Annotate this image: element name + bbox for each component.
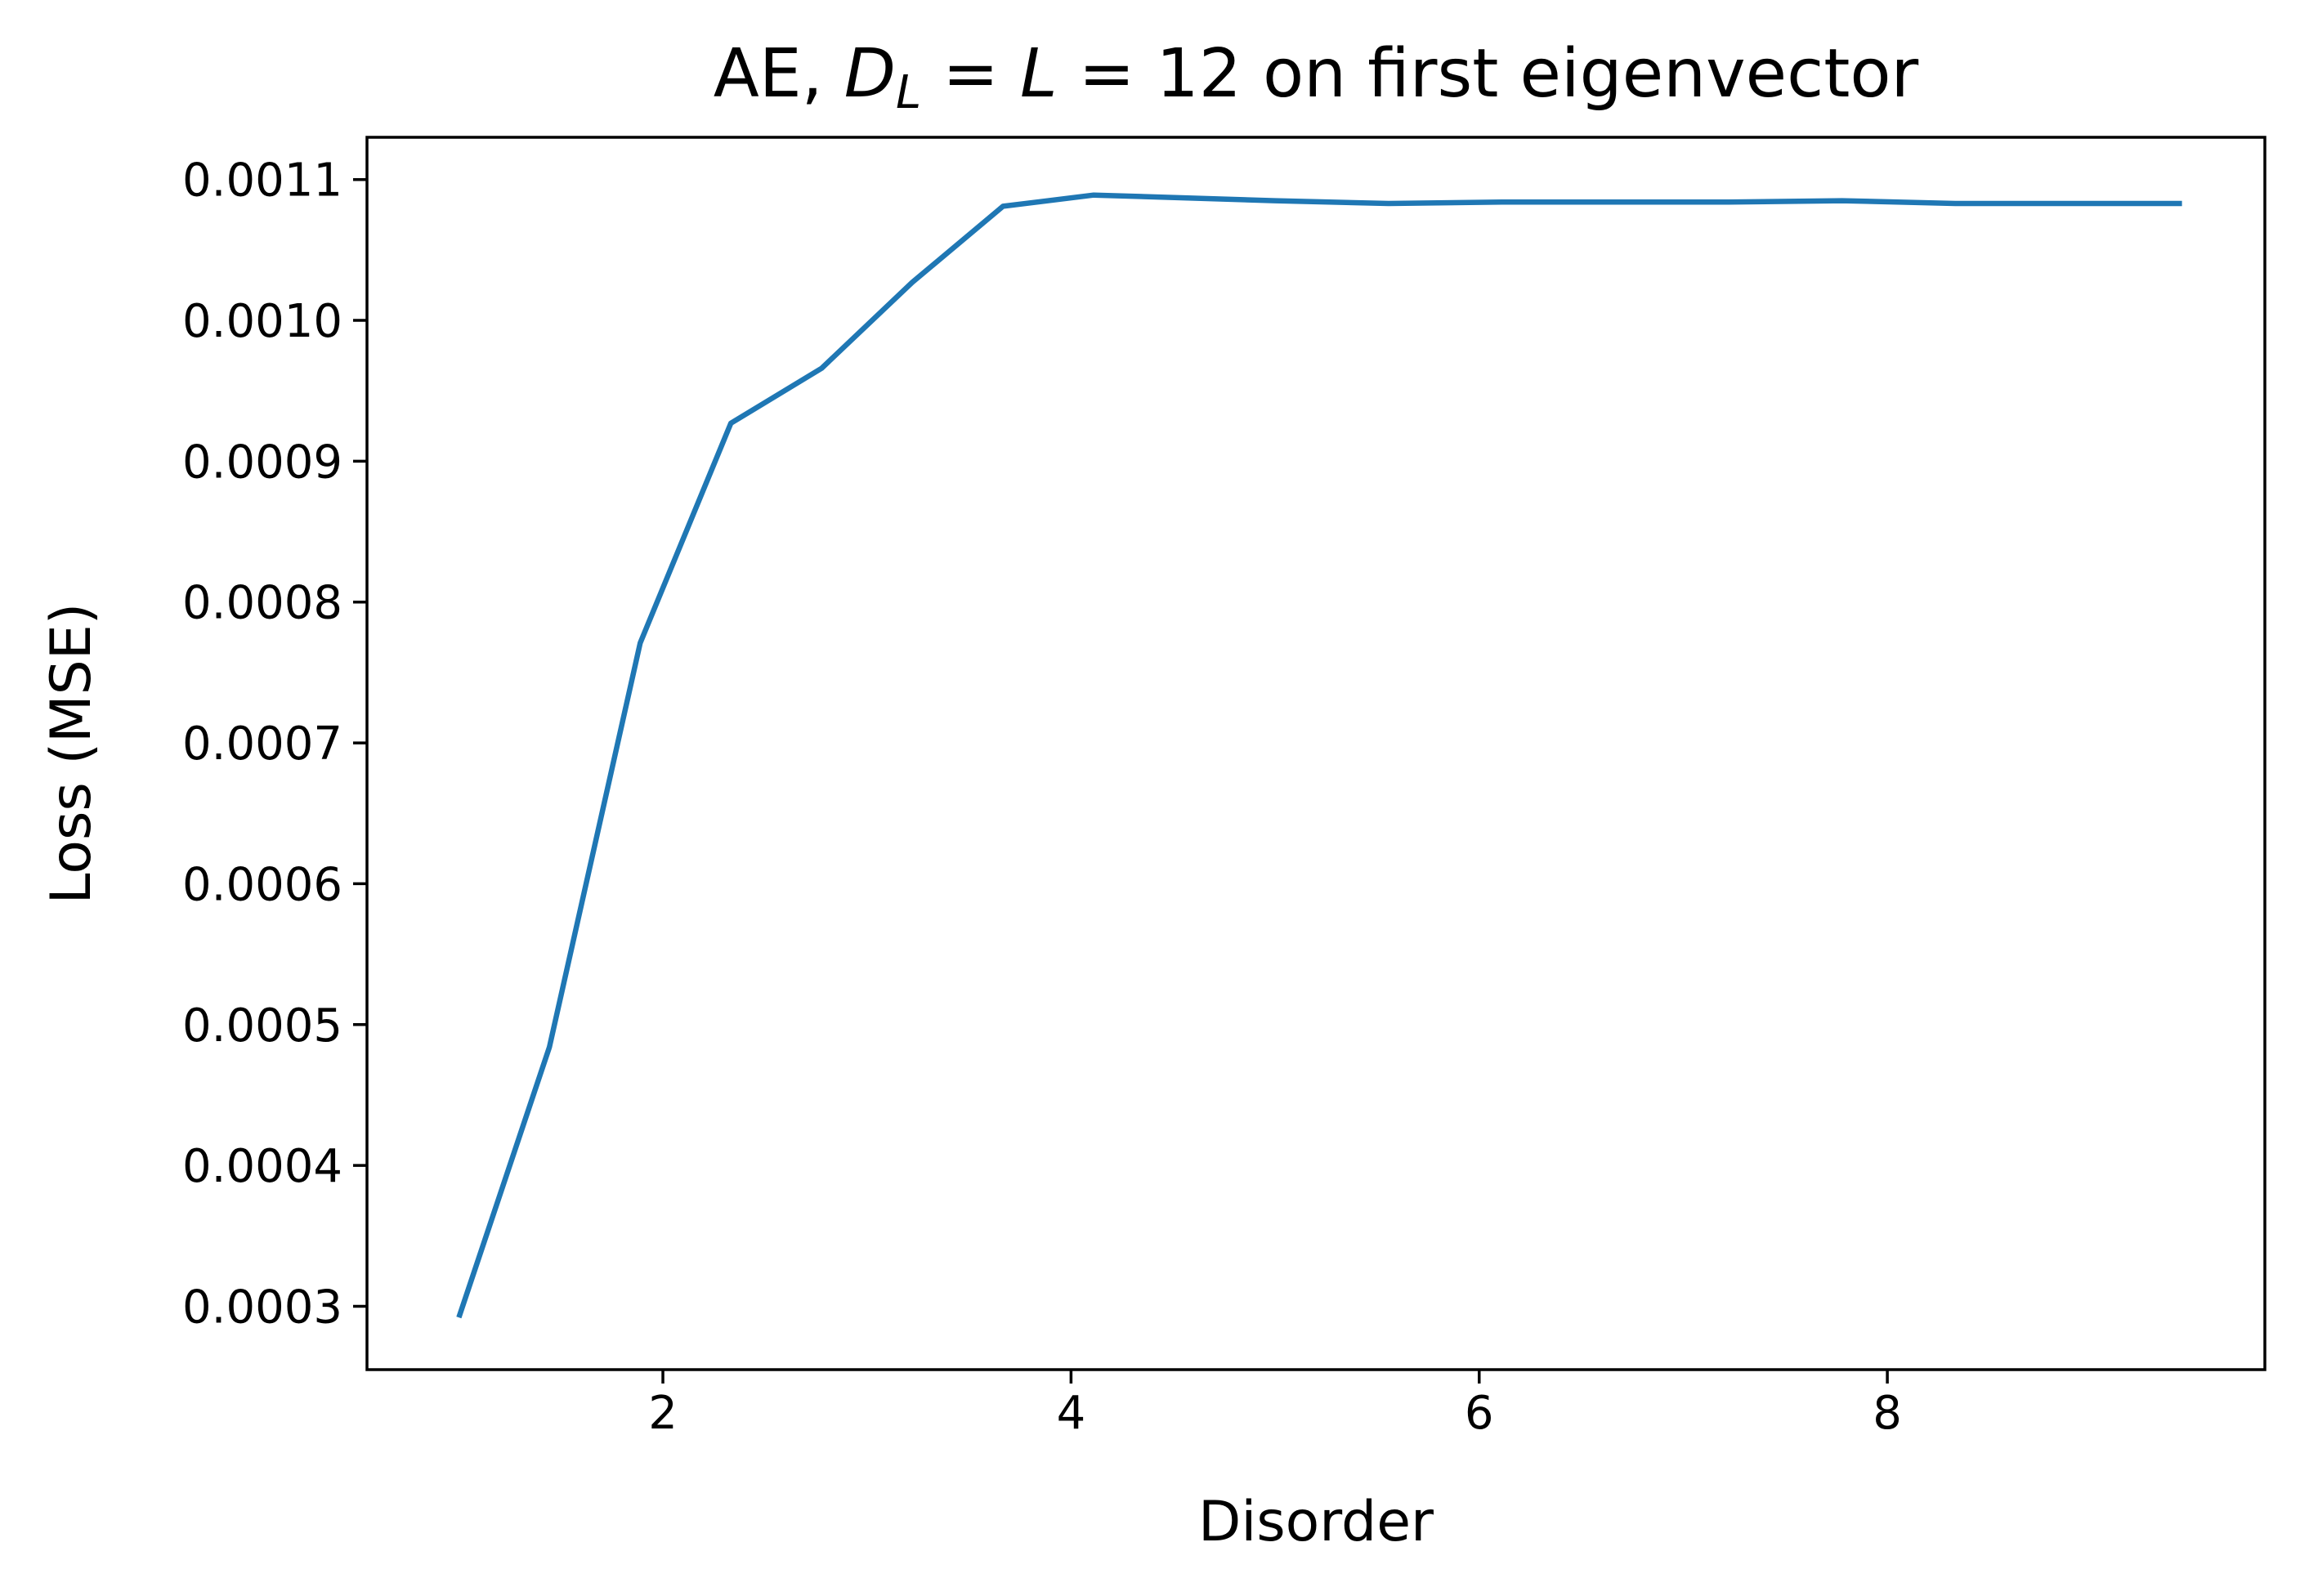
- y-tick-label: 0.0007: [182, 718, 342, 771]
- y-tick-label: 0.0011: [182, 154, 342, 208]
- series-line: [456, 192, 2182, 1319]
- series-layer: [456, 192, 2182, 1319]
- x-axis-label: Disorder: [1198, 1490, 1434, 1554]
- title-l-symbol: L: [1020, 35, 1058, 113]
- x-tick-label: 2: [648, 1387, 678, 1440]
- y-axis-label: Loss (MSE): [39, 603, 104, 905]
- y-tick-label: 0.0003: [182, 1281, 342, 1334]
- title-d-symbol: D: [844, 35, 896, 113]
- x-axis-ticks: 2 4 6 8: [648, 1370, 1902, 1440]
- title-equals-2: = 12: [1058, 35, 1242, 113]
- plot-frame: [365, 136, 2266, 1371]
- title-prefix: AE,: [714, 35, 844, 113]
- y-tick-label: 0.0008: [182, 577, 342, 630]
- title-d-subscript: L: [896, 66, 921, 119]
- chart-title: AE, DL = L = 12 on first eigenvector: [714, 35, 1919, 119]
- x-tick-label: 6: [1465, 1387, 1494, 1440]
- y-tick-label: 0.0009: [182, 436, 342, 489]
- y-tick-label: 0.0010: [182, 295, 342, 348]
- y-tick-label: 0.0005: [182, 999, 342, 1053]
- x-tick-label: 8: [1873, 1387, 1902, 1440]
- y-tick-label: 0.0006: [182, 858, 342, 911]
- title-equals-1: =: [921, 35, 1020, 113]
- y-axis-ticks: 0.0003 0.0004 0.0005 0.0006 0.0007 0.0008 0.00…: [182, 154, 367, 1334]
- x-tick-label: 4: [1057, 1387, 1086, 1440]
- y-tick-label: 0.0004: [182, 1140, 342, 1193]
- title-suffix: on first eigenvector: [1242, 35, 1919, 113]
